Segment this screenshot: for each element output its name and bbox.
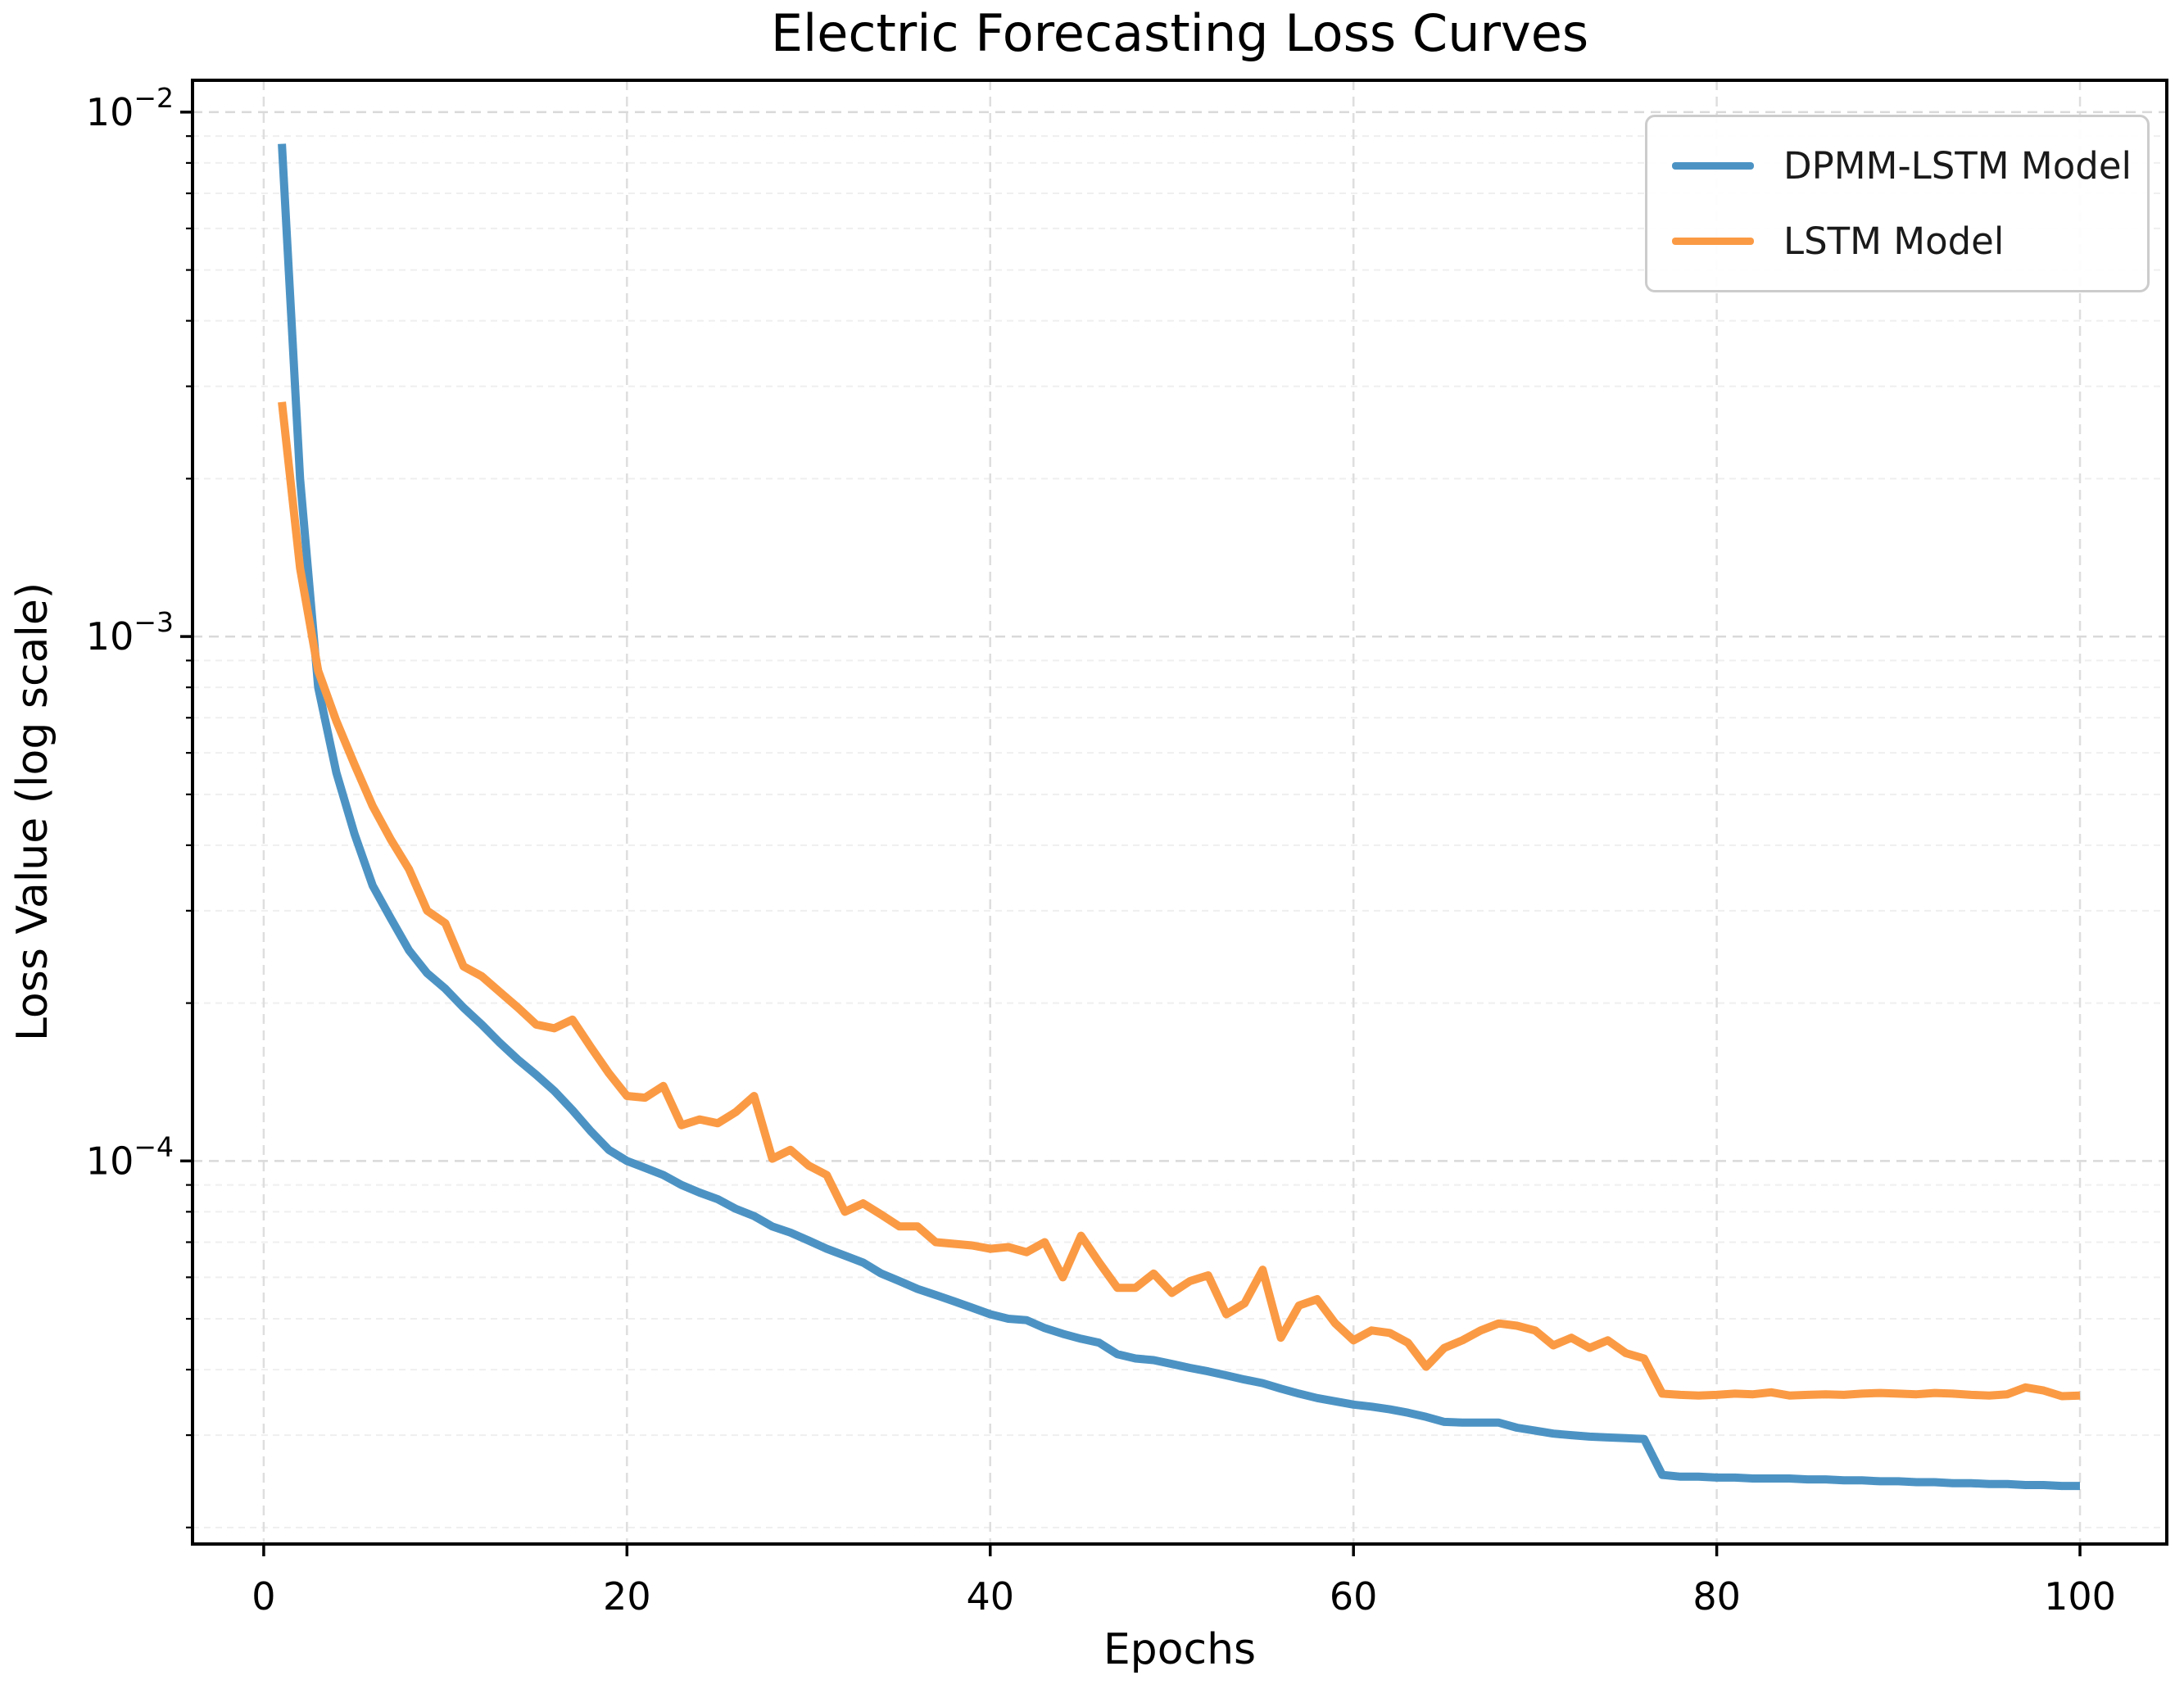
- svg-text:10−3: 10−3: [86, 606, 174, 659]
- svg-text:0: 0: [251, 1574, 275, 1619]
- y-tick-labels: 10−2 10−3 10−4: [86, 82, 174, 1183]
- series-line-lstm-model: [278, 401, 2081, 1401]
- plot-frame: [191, 79, 2168, 1546]
- legend-label-lstm: LSTM Model: [1783, 219, 2005, 263]
- x-tick-labels: 0 20 40 60 80 100: [251, 1574, 2116, 1619]
- svg-text:10−4: 10−4: [86, 1130, 174, 1183]
- svg-text:100: 100: [2044, 1574, 2116, 1619]
- axis-ticks: [180, 111, 2082, 1556]
- major-gridlines: [193, 111, 2167, 1162]
- svg-text:60: 60: [1330, 1574, 1378, 1619]
- legend-item-lstm: LSTM Model: [1672, 220, 2147, 263]
- legend-item-dpmm-lstm: DPMM-LSTM Model: [1672, 144, 2147, 188]
- legend-line-sample-lstm: [1672, 237, 1754, 245]
- y-axis-label: Loss Value (log scale): [8, 582, 57, 1042]
- svg-text:10−2: 10−2: [86, 82, 174, 134]
- minor-gridlines: [193, 135, 2167, 1528]
- legend-label-dpmm-lstm: DPMM-LSTM Model: [1783, 144, 2132, 188]
- x-axis-label: Epochs: [1103, 1625, 1257, 1674]
- chart-title: Electric Forecasting Loss Curves: [770, 3, 1589, 63]
- legend: DPMM-LSTM Model LSTM Model: [1645, 115, 2150, 292]
- series-line-dpmm-lstm-model: [278, 143, 2080, 1491]
- svg-text:20: 20: [603, 1574, 651, 1619]
- svg-text:40: 40: [966, 1574, 1014, 1619]
- svg-text:80: 80: [1692, 1574, 1741, 1619]
- vertical-gridlines: [262, 80, 2082, 1544]
- legend-line-sample-dpmm-lstm: [1672, 162, 1754, 170]
